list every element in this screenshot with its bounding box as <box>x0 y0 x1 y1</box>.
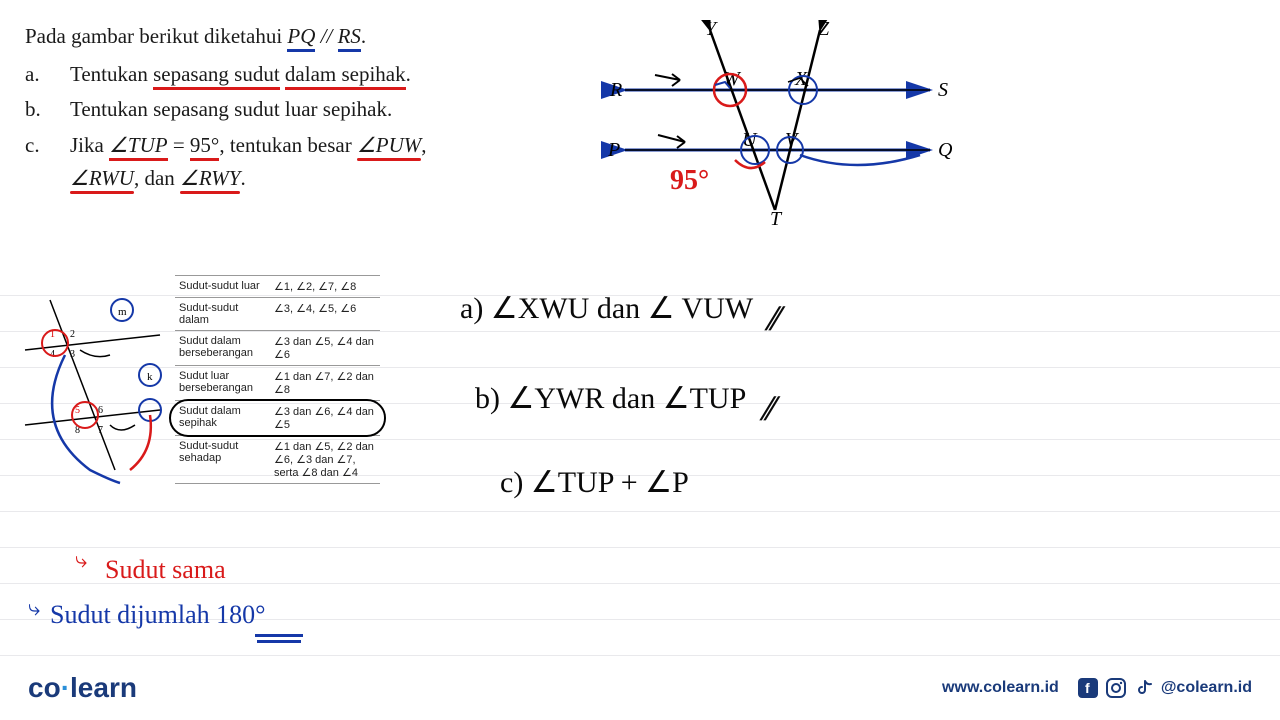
question-item-a: a. Tentukan sepasang sudut dalam sepihak… <box>25 58 575 92</box>
question-item-c: c. Jika ∠TUP = 95°, tentukan besar ∠PUW,… <box>25 129 575 196</box>
label-T: T <box>770 208 783 230</box>
note-sudut-sama: ⤷ Sudut sama <box>105 555 226 585</box>
label-Y: Y <box>705 20 718 40</box>
social-handle: @colearn.id <box>1161 679 1252 697</box>
text-c: Jika ∠TUP = 95°, tentukan besar ∠PUW, ∠R… <box>70 129 575 196</box>
label-Z: Z <box>818 20 830 40</box>
footer-right: www.colearn.id f @colearn.id <box>942 677 1252 699</box>
svg-text:f: f <box>1085 680 1090 696</box>
facebook-icon: f <box>1077 677 1099 699</box>
question-intro: Pada gambar berikut diketahui PQ // RS. <box>25 20 575 54</box>
svg-text:m: m <box>118 306 127 318</box>
arrow-red-icon: ⤷ <box>75 547 87 573</box>
label-S: S <box>938 79 948 101</box>
instagram-icon <box>1105 677 1127 699</box>
label-Q: Q <box>938 139 953 161</box>
rs-label: RS <box>338 24 361 52</box>
text-b: Tentukan sepasang sudut luar sepihak. <box>70 93 575 127</box>
intro-pre: Pada gambar berikut diketahui <box>25 24 287 48</box>
answer-a: a) ∠XWU dan ∠ VUW // <box>460 285 776 327</box>
question-block: Pada gambar berikut diketahui PQ // RS. … <box>25 20 575 198</box>
note-sudut-dijumlah: ⤷ Sudut dijumlah 180° <box>50 600 266 630</box>
table-row: Sudut-sudut luar ∠1, ∠2, ∠7, ∠8 <box>175 275 380 298</box>
answer-c: c) ∠TUP + ∠P <box>500 465 689 500</box>
label-P: P <box>607 139 620 161</box>
tiktok-icon <box>1133 677 1155 699</box>
annotation-95deg: 95° <box>670 165 709 197</box>
svg-text:2: 2 <box>70 329 75 340</box>
social-handles: f @colearn.id <box>1077 677 1252 699</box>
svg-text:7: 7 <box>98 425 103 436</box>
text-a: Tentukan sepasang sudut dalam sepihak. <box>70 58 575 92</box>
parallel-symbol: // <box>315 24 337 48</box>
main-diagram: Y Z R S P Q T W X U V <box>590 20 970 235</box>
reference-diagram: 1 2 3 4 5 6 7 8 m k <box>20 295 170 490</box>
website-url: www.colearn.id <box>942 679 1059 697</box>
footer: co·learn www.colearn.id f @colearn.id <box>0 668 1280 708</box>
label-W: W <box>723 68 742 90</box>
svg-text:3: 3 <box>70 349 75 360</box>
table-row-circled: Sudut dalam sepihak ∠3 dan ∠6, ∠4 dan ∠5 <box>175 401 380 436</box>
table-row: Sudut-sudut sehadap ∠1 dan ∠5, ∠2 dan ∠6… <box>175 436 380 484</box>
label-c: c. <box>25 129 70 196</box>
svg-text:k: k <box>147 371 153 383</box>
answer-b: b) ∠YWR dan ∠TUP // <box>475 375 771 417</box>
pq-label: PQ <box>287 24 315 52</box>
label-a: a. <box>25 58 70 92</box>
question-item-b: b. Tentukan sepasang sudut luar sepihak. <box>25 93 575 127</box>
label-b: b. <box>25 93 70 127</box>
intro-post: . <box>361 24 366 48</box>
table-row: Sudut dalam berseberangan ∠3 dan ∠5, ∠4 … <box>175 331 380 366</box>
colearn-logo: co·learn <box>28 672 137 704</box>
arrow-blue-icon: ⤷ <box>28 595 40 621</box>
table-row: Sudut-sudut dalam ∠3, ∠4, ∠5, ∠6 <box>175 298 380 331</box>
table-row: Sudut luar berseberangan ∠1 dan ∠7, ∠2 d… <box>175 366 380 401</box>
label-R: R <box>609 79 622 101</box>
